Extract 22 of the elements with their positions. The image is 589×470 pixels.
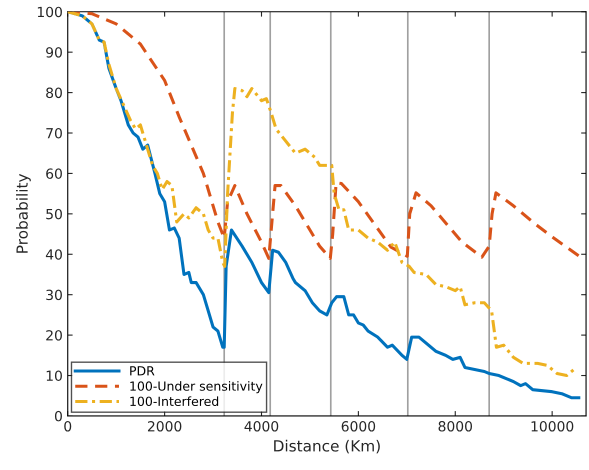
y-tick-label: 10 bbox=[46, 370, 62, 382]
y-tick-label: 70 bbox=[46, 128, 62, 138]
y-axis-title: Probability bbox=[16, 174, 31, 253]
x-tick-label: 10000 bbox=[532, 421, 574, 432]
y-tick-label: 80 bbox=[46, 88, 62, 98]
x-tick-label: 2000 bbox=[148, 421, 182, 432]
y-tick-label: 40 bbox=[46, 249, 62, 260]
x-tick-label: 4000 bbox=[244, 421, 278, 432]
y-tick-label: 60 bbox=[46, 168, 62, 179]
legend-label: 100-Interfered bbox=[130, 396, 218, 406]
x-tick-label: 8000 bbox=[438, 421, 472, 432]
y-tick-label: 90 bbox=[46, 47, 62, 58]
y-tick-label: 100 bbox=[38, 6, 62, 18]
x-axis-title: Distance (Km) bbox=[274, 440, 380, 454]
y-tick-label: 20 bbox=[46, 330, 62, 341]
legend-label: PDR bbox=[130, 366, 154, 376]
legend-label: 100-Under sensitivity bbox=[130, 381, 262, 394]
y-tick-label: 0 bbox=[54, 410, 62, 422]
y-tick-label: 50 bbox=[46, 208, 62, 220]
y-tick-label: 30 bbox=[46, 290, 62, 300]
x-tick-label: 6000 bbox=[342, 421, 376, 432]
x-tick-label: 0 bbox=[64, 421, 72, 432]
